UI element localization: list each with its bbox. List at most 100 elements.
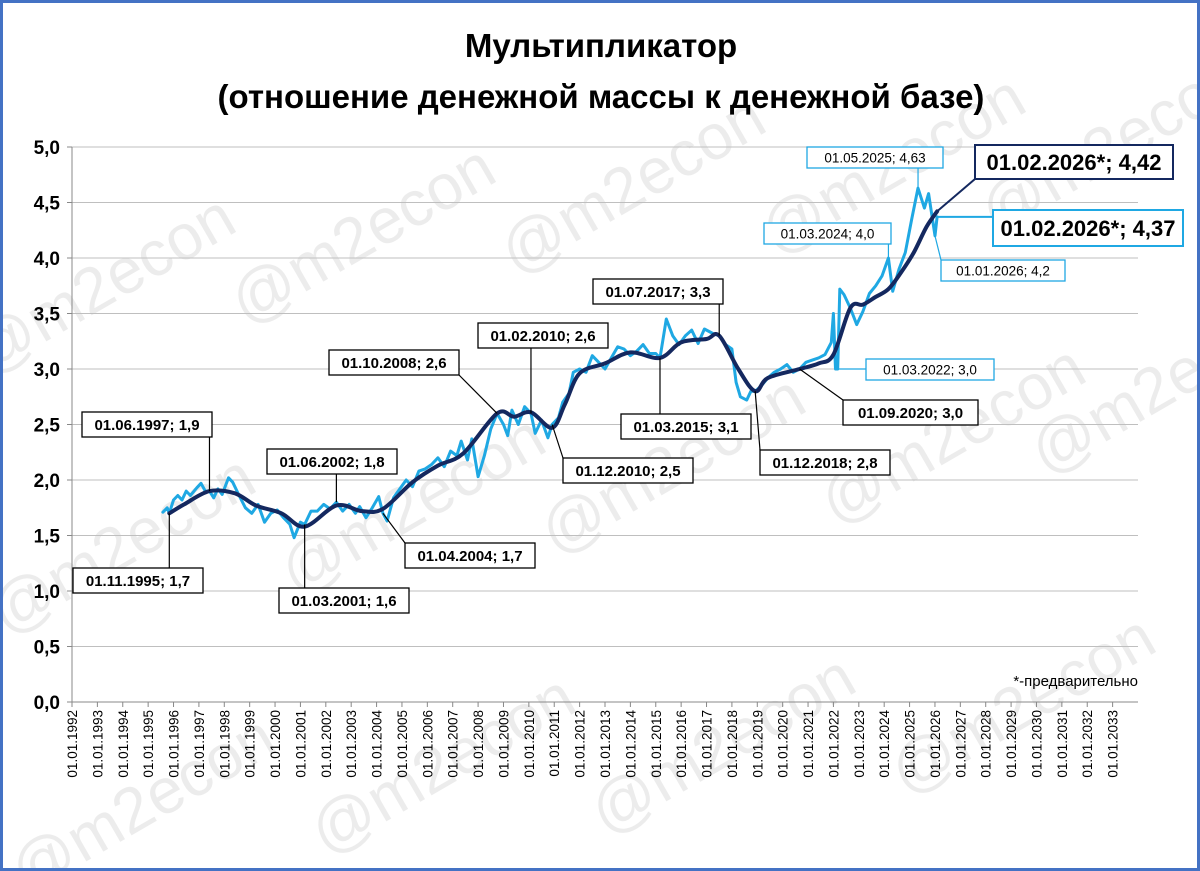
x-tick-label: 01.01.2011 <box>547 710 562 777</box>
x-tick-label: 01.01.2023 <box>852 710 867 778</box>
annotation-label: 01.04.2004; 1,7 <box>417 548 522 565</box>
y-tick-label: 5,0 <box>34 138 60 159</box>
preliminary-note: *-предварительно <box>1013 673 1138 690</box>
annotation-label: 01.12.2018; 2,8 <box>772 455 877 472</box>
x-tick-label: 01.01.2005 <box>395 710 410 778</box>
x-tick-label: 01.01.2020 <box>776 710 791 778</box>
annotation-leader-line <box>551 424 564 459</box>
x-tick-label: 01.01.2029 <box>1004 710 1019 778</box>
y-tick-label: 3,5 <box>34 305 61 326</box>
annotation-box <box>592 278 724 305</box>
x-tick-label: 01.01.2032 <box>1080 710 1095 778</box>
title-block: Мультипликатор (отношение денежной массы… <box>218 27 985 115</box>
annotation-box <box>974 144 1174 180</box>
series-layer <box>161 186 940 540</box>
annotation-box <box>404 542 536 569</box>
y-tick-label: 0,0 <box>34 693 60 714</box>
x-tick-label: 01.01.2017 <box>700 710 715 778</box>
x-tick-label: 01.01.2024 <box>877 710 892 778</box>
annotation-box <box>266 448 398 475</box>
annotation-leader-line <box>458 374 498 414</box>
x-tick-label: 01.01.2003 <box>344 710 359 778</box>
x-tick-label: 01.01.2025 <box>903 710 918 778</box>
x-tick-label: 01.01.1992 <box>65 710 80 778</box>
x-tick-label: 01.01.2002 <box>319 710 334 778</box>
annotation-box <box>842 399 979 426</box>
x-tick-label: 01.01.1994 <box>116 710 131 778</box>
watermark: @m2econ <box>577 640 866 849</box>
x-tick-label: 01.01.2006 <box>420 710 435 778</box>
y-tick-label: 4,5 <box>34 194 61 215</box>
x-tick-label: 01.01.2013 <box>598 710 613 778</box>
y-tick-label: 0,5 <box>34 638 61 659</box>
x-tick-label: 01.01.2030 <box>1029 710 1044 778</box>
annotation-label: 01.01.2026; 4,2 <box>956 263 1050 278</box>
annotation-box <box>477 322 609 349</box>
annotation-box <box>806 146 944 169</box>
annotation-label: 01.03.2022; 3,0 <box>883 362 977 377</box>
annotation-leader-line <box>382 512 406 544</box>
annotation-box <box>328 349 460 376</box>
x-tick-label: 01.01.2031 <box>1055 710 1070 778</box>
y-tick-label: 3,0 <box>34 360 60 381</box>
annotation-leader-line <box>934 235 942 261</box>
x-tick-label: 01.01.1997 <box>192 710 207 778</box>
x-tick-label: 01.01.2027 <box>953 710 968 778</box>
annotation-label: 01.03.2015; 3,1 <box>633 419 738 436</box>
watermark: @m2econ <box>877 600 1166 809</box>
chart-title: Мультипликатор <box>465 27 737 64</box>
chart-subtitle: (отношение денежной массы к денежной баз… <box>218 78 985 115</box>
annotation-label: 01.06.2002; 1,8 <box>279 454 384 471</box>
x-tick-label: 01.01.2014 <box>623 710 638 778</box>
annotation-label: 01.10.2008; 2,6 <box>341 355 446 372</box>
annotation-leader-line <box>936 178 976 213</box>
annotation-label: 01.03.2001; 1,6 <box>291 593 396 610</box>
watermark: @m2econ <box>297 660 586 868</box>
y-tick-label: 4,0 <box>34 249 60 270</box>
x-tick-label: 01.01.2021 <box>801 710 816 778</box>
annotation-label: 01.03.2024; 4,0 <box>781 226 875 241</box>
annotation-box <box>865 358 995 381</box>
annotation-leader-line <box>754 391 761 451</box>
annotation-box <box>940 259 1066 282</box>
annotation-label: 01.09.2020; 3,0 <box>858 405 963 422</box>
x-tick-label: 01.01.1996 <box>167 710 182 778</box>
x-tick-label: 01.01.2009 <box>496 710 511 778</box>
annotation-label: 01.02.2010; 2,6 <box>490 328 595 345</box>
x-tick-label: 01.01.2016 <box>674 710 689 778</box>
x-tick-label: 01.01.1999 <box>243 710 258 778</box>
x-tick-label: 01.01.2018 <box>725 710 740 778</box>
annotation-box <box>759 449 891 476</box>
annotation-label: 01.02.2026*; 4,37 <box>1001 216 1176 241</box>
watermark: @m2econ <box>267 400 556 609</box>
x-tick-label: 01.01.2028 <box>979 710 994 778</box>
axes: 0,0 0,5 1,0 1,5 2,0 2,5 3,0 3,5 4,0 4,5 5,0 01.01.1… <box>34 138 1138 778</box>
x-tick-label: 01.01.2008 <box>471 710 486 778</box>
x-tick-label: 01.01.2012 <box>573 710 588 778</box>
x-tick-label: 01.01.2010 <box>522 710 537 778</box>
annotation-box <box>620 413 752 440</box>
x-tick-label: 01.01.1998 <box>217 710 232 778</box>
x-tick-label: 01.01.2033 <box>1106 710 1121 778</box>
x-tick-label: 01.01.2007 <box>446 710 461 778</box>
y-tick-label: 2,5 <box>34 416 61 437</box>
multiplier-chart: @m2econ@m2econ@m2econ@m2econ@m2econ@m2ec… <box>3 27 1197 868</box>
annotation-box <box>562 457 694 484</box>
annotation-label: 01.02.2026*; 4,42 <box>987 150 1162 175</box>
annotation-label: 01.06.1997; 1,9 <box>94 417 199 434</box>
x-tick-label: 01.01.2026 <box>928 710 943 778</box>
annotation-box <box>763 222 892 245</box>
annotation-box <box>992 209 1184 247</box>
annotation-box <box>81 411 213 438</box>
annotation-layer: 01.11.1995; 1,7 01.06.1997; 1,9 01.03.2001… <box>72 144 1184 614</box>
x-tick-label: 01.01.1993 <box>90 710 105 778</box>
annotation-leader-line <box>799 368 844 401</box>
annotation-label: 01.12.2010; 2,5 <box>575 463 680 480</box>
smoothed-series-line <box>167 209 940 529</box>
annotation-box <box>72 567 204 594</box>
x-tick-label: 01.01.2015 <box>649 710 664 778</box>
y-tick-label: 1,5 <box>34 527 61 548</box>
x-tick-label: 01.01.2004 <box>370 710 385 778</box>
y-tick-label: 2,0 <box>34 471 60 492</box>
